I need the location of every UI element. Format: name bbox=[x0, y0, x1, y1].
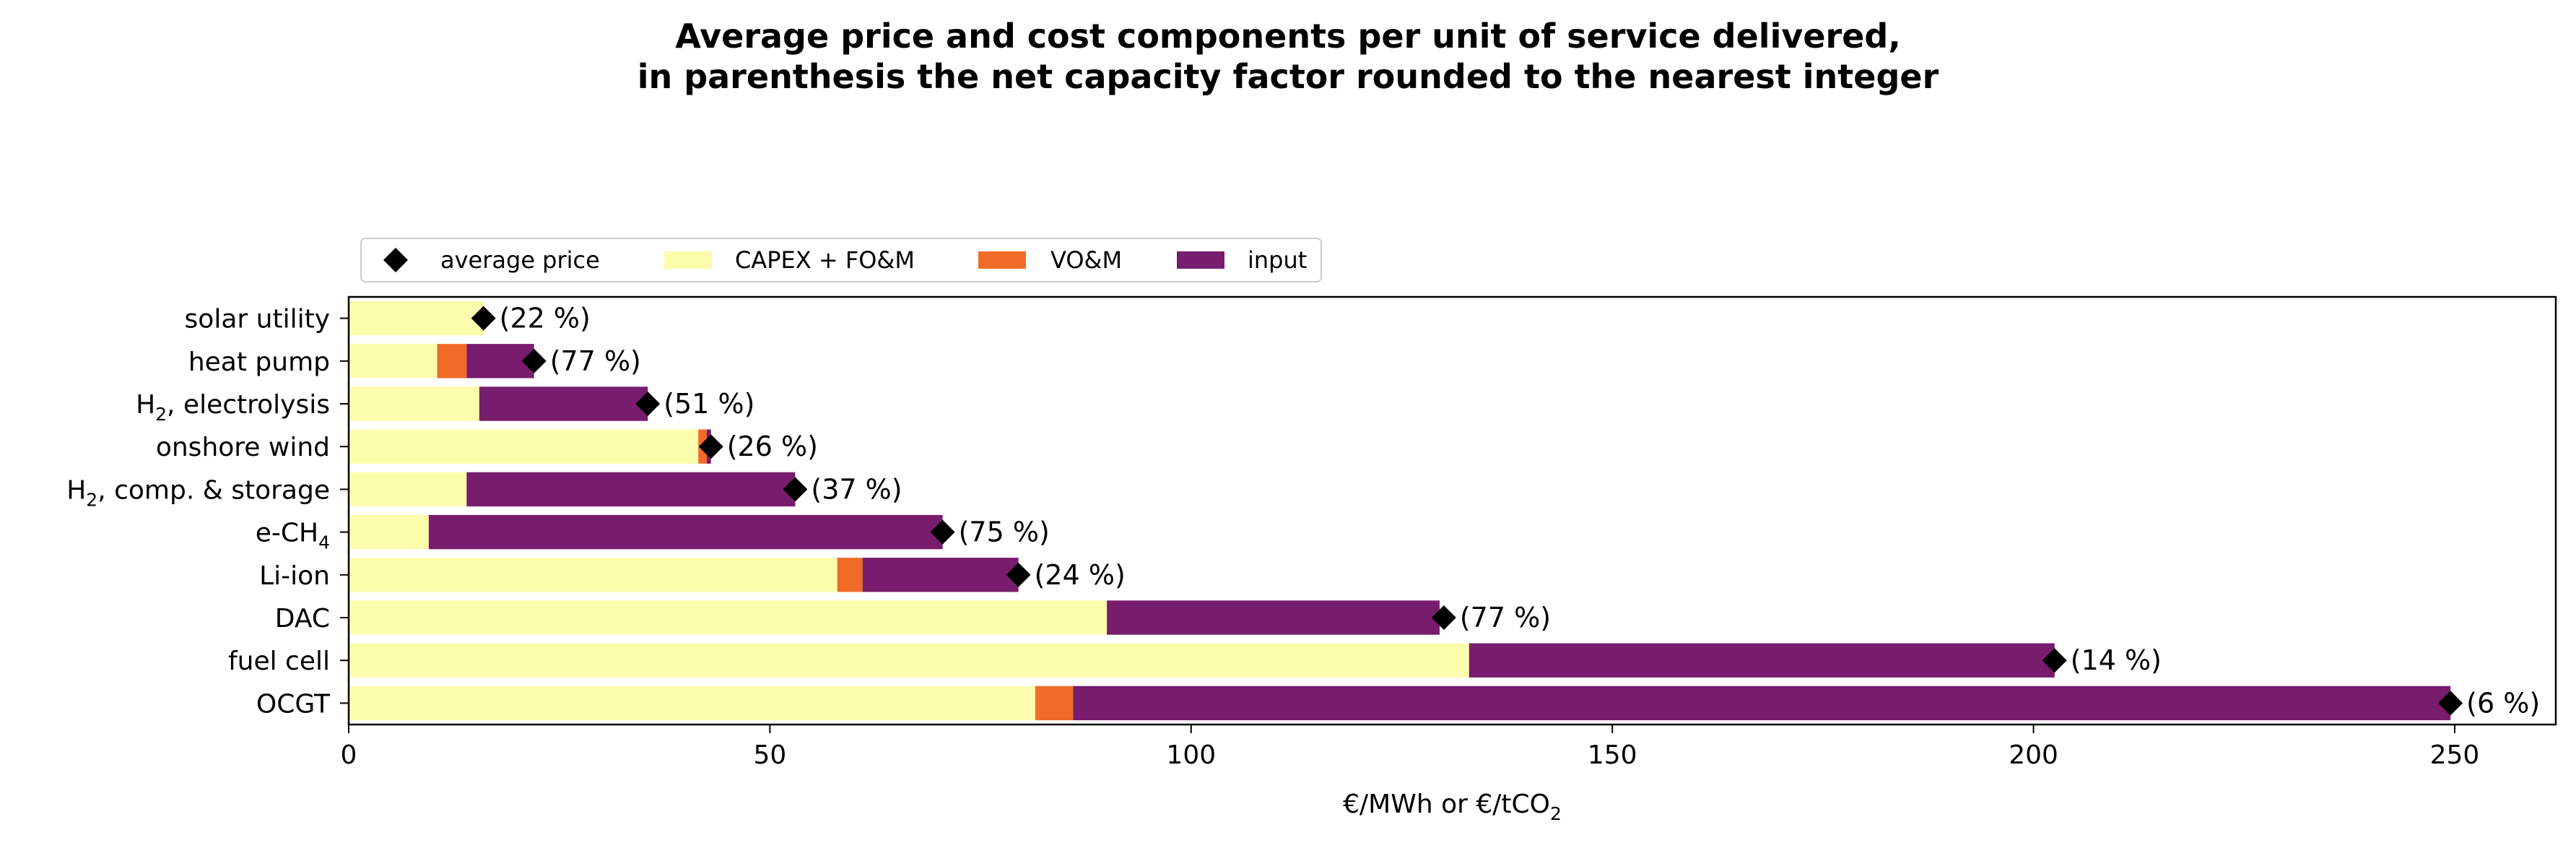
x-tick-label-5: 250 bbox=[2430, 740, 2480, 770]
capacity-factor-label-6: (24 %) bbox=[1035, 559, 1126, 591]
y-tick-label-5-subscript: 4 bbox=[318, 532, 330, 553]
bar-vo-m-6 bbox=[837, 558, 863, 592]
x-tick-label-0: 0 bbox=[341, 740, 357, 770]
average-price-marker-9 bbox=[2438, 691, 2463, 716]
legend-label-input: input bbox=[1248, 246, 1307, 274]
y-tick-label-2-main: H bbox=[136, 390, 155, 420]
bar-capex-fo-m-6 bbox=[349, 558, 837, 592]
y-tick-label-8: fuel cell bbox=[228, 647, 330, 676]
bar-input-4 bbox=[466, 472, 796, 507]
bar-capex-fo-m-7 bbox=[349, 600, 1108, 635]
y-tick-label-2: H2, electrolysis bbox=[136, 390, 330, 425]
bar-input-9 bbox=[1073, 686, 2451, 721]
y-tick-label-9: OCGT bbox=[256, 689, 331, 719]
y-tick-label-7-main: DAC bbox=[275, 604, 330, 634]
bar-capex-fo-m-9 bbox=[349, 686, 1035, 721]
y-tick-label-4-subscript: 2 bbox=[86, 489, 97, 510]
bar-capex-fo-m-8 bbox=[349, 643, 1469, 678]
y-tick-label-6: Li-ion bbox=[259, 561, 330, 591]
y-tick-label-1-main: heat pump bbox=[188, 347, 330, 377]
capacity-factor-label-4: (37 %) bbox=[811, 473, 902, 505]
y-tick-label-3-main: onshore wind bbox=[156, 433, 330, 462]
legend-average-price-diamond bbox=[383, 248, 408, 272]
capacity-factor-label-8: (14 %) bbox=[2071, 644, 2162, 676]
bar-input-5 bbox=[428, 514, 943, 550]
bar-input-6 bbox=[862, 558, 1019, 592]
legend: average price CAPEX + FO&M VO&M input bbox=[360, 238, 1322, 282]
legend-box bbox=[360, 238, 1322, 282]
chart-title-line-2: in parenthesis the net capacity factor r… bbox=[638, 57, 1939, 96]
average-price-marker-2 bbox=[635, 392, 661, 416]
legend-label-capex-fo-m: CAPEX + FO&M bbox=[735, 246, 915, 274]
x-axis: 0 50 100 150 200 250 bbox=[341, 725, 2480, 770]
y-tick-label-8-main: fuel cell bbox=[228, 647, 330, 676]
y-tick-label-5-main: e-CH bbox=[256, 519, 318, 548]
y-tick-label-0-main: solar utility bbox=[185, 305, 330, 334]
plot-frame bbox=[347, 295, 2557, 726]
average-price-marker-0 bbox=[471, 306, 496, 331]
capacity-factor-label-7: (77 %) bbox=[1460, 602, 1551, 634]
x-tick-label-1: 50 bbox=[753, 740, 786, 770]
bar-capex-fo-m-0 bbox=[349, 301, 484, 336]
y-tick-label-2-subscript: 2 bbox=[155, 404, 167, 425]
y-tick-label-4-suffix: , comp. & storage bbox=[97, 475, 330, 505]
average-price-marker-3 bbox=[698, 434, 723, 459]
average-price-marker-1 bbox=[521, 348, 547, 373]
y-tick-label-0: solar utility bbox=[185, 305, 330, 334]
average-price-marker-6 bbox=[1006, 562, 1031, 587]
capacity-factor-label-3: (26 %) bbox=[727, 431, 818, 462]
y-tick-label-3: onshore wind bbox=[156, 433, 330, 462]
y-tick-label-1: heat pump bbox=[188, 347, 330, 377]
average-price-marker-7 bbox=[1431, 605, 1456, 630]
capacity-factor-label-0: (22 %) bbox=[500, 303, 591, 334]
bar-input-2 bbox=[479, 386, 648, 421]
y-tick-label-2-suffix: , electrolysis bbox=[167, 390, 330, 420]
bar-capex-fo-m-2 bbox=[349, 386, 479, 421]
x-tick-label-4: 200 bbox=[2009, 740, 2058, 770]
capacity-factor-label-5: (75 %) bbox=[959, 516, 1050, 548]
legend-swatch-capex-fo-m bbox=[664, 251, 712, 269]
bar-capex-fo-m-4 bbox=[349, 472, 467, 507]
x-axis-label: €/MWh or €/tCO2 bbox=[1343, 790, 1562, 824]
x-tick-label-3: 150 bbox=[1588, 740, 1637, 770]
bar-vo-m-1 bbox=[437, 344, 467, 379]
legend-swatch-vo-m bbox=[978, 251, 1026, 269]
bar-vo-m-9 bbox=[1035, 686, 1074, 721]
x-axis-label-main: €/MWh or €/tCO bbox=[1343, 790, 1550, 819]
y-tick-label-4: H2, comp. & storage bbox=[66, 475, 330, 510]
capacity-factor-labels: (22 %) (77 %) (51 %) (26 %) (37 %) (75 %) (24 … bbox=[500, 303, 2540, 719]
bar-input-8 bbox=[1468, 643, 2055, 678]
x-axis-label-subscript: 2 bbox=[1550, 803, 1562, 824]
capacity-factor-label-2: (51 %) bbox=[663, 388, 754, 420]
bar-capex-fo-m-5 bbox=[349, 514, 429, 550]
legend-swatch-input bbox=[1177, 251, 1224, 269]
capacity-factor-label-9: (6 %) bbox=[2466, 687, 2540, 719]
y-tick-label-6-main: Li-ion bbox=[259, 561, 330, 591]
chart-title-line-1: Average price and cost components per un… bbox=[675, 17, 1901, 56]
y-tick-label-7: DAC bbox=[275, 604, 330, 634]
capacity-factor-label-1: (77 %) bbox=[550, 345, 641, 377]
y-tick-label-5: e-CH4 bbox=[256, 519, 330, 553]
y-tick-label-9-main: OCGT bbox=[256, 689, 331, 719]
y-tick-label-4-main: H bbox=[66, 475, 86, 505]
average-price-marker-5 bbox=[930, 519, 955, 545]
bars-layer bbox=[349, 301, 2451, 721]
bar-input-7 bbox=[1107, 600, 1440, 635]
x-tick-label-2: 100 bbox=[1166, 740, 1216, 770]
average-price-markers bbox=[471, 306, 2463, 716]
average-price-marker-8 bbox=[2042, 648, 2067, 673]
legend-label-average-price: average price bbox=[440, 246, 600, 274]
bar-capex-fo-m-1 bbox=[349, 344, 438, 379]
average-price-marker-4 bbox=[783, 477, 808, 502]
bar-capex-fo-m-3 bbox=[349, 429, 699, 464]
legend-label-vo-m: VO&M bbox=[1050, 246, 1122, 274]
